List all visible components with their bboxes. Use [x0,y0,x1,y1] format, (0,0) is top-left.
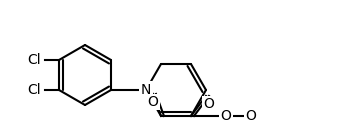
Text: Cl: Cl [27,83,41,97]
Text: O: O [203,97,214,111]
Text: O: O [221,109,232,123]
Text: N: N [141,83,151,97]
Text: Cl: Cl [27,53,41,67]
Text: O: O [147,95,158,109]
Text: O: O [246,109,256,123]
